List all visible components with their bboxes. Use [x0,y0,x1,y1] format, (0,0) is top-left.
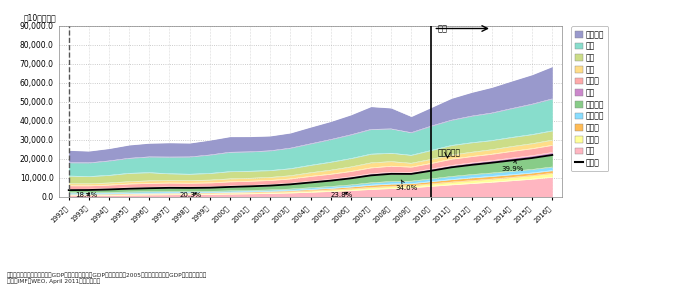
Legend: 他先進国, 米国, 日本, 英国, ドイツ, 韓国, 他新興国, ブラジル, ロシア, インド, 中国, 新興国: 他先進国, 米国, 日本, 英国, ドイツ, 韓国, 他新興国, ブラジル, ロ… [571,26,608,171]
Text: 備考：各年の自国通貨の実質GDP成長率とドル建てGDP名目額から、2005年基準のドル建てGDP実質額を計算。: 備考：各年の自国通貨の実質GDP成長率とドル建てGDP名目額から、2005年基準… [7,272,207,278]
Text: 18.4%: 18.4% [75,192,97,198]
Text: 予測: 予測 [437,25,447,34]
Text: 資料：IMF「WEO, April 2011」から作成。: 資料：IMF「WEO, April 2011」から作成。 [7,278,100,284]
Text: （10億ドル）: （10億ドル） [23,13,56,22]
Text: 23.8%: 23.8% [331,192,353,198]
Text: 20.3%: 20.3% [179,192,201,198]
Text: 新興国比率: 新興国比率 [437,148,460,157]
Text: 34.0%: 34.0% [395,180,417,191]
Text: 39.9%: 39.9% [502,160,524,172]
